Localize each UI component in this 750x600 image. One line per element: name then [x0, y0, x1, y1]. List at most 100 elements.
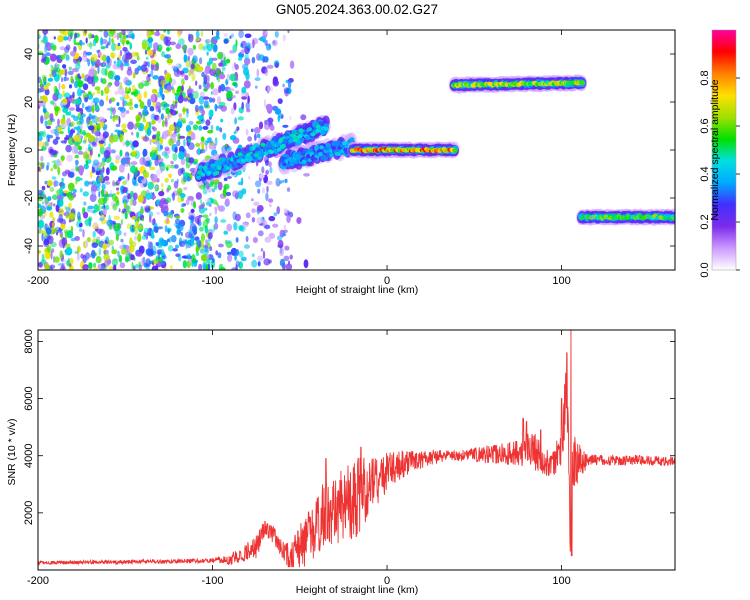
noise-cell	[303, 259, 309, 269]
ridge-cell	[281, 143, 286, 149]
noise-cell	[132, 225, 136, 230]
noise-cell	[251, 253, 255, 258]
colorbar: 0.00.20.40.60.8 Normalized spectral ampl…	[699, 29, 740, 278]
noise-cell	[273, 212, 278, 217]
noise-cell	[88, 143, 91, 151]
noise-cell	[125, 256, 129, 263]
noise-cell	[184, 74, 189, 81]
noise-cell	[68, 182, 75, 192]
noise-cell	[60, 234, 63, 238]
noise-cell	[246, 42, 251, 48]
noise-cell	[268, 215, 276, 222]
noise-cell	[83, 208, 86, 212]
noise-cell	[97, 197, 105, 205]
noise-cell	[63, 229, 69, 235]
noise-cell	[68, 129, 73, 139]
noise-cell	[64, 169, 70, 174]
noise-cell	[76, 154, 79, 158]
noise-cell	[156, 168, 161, 177]
noise-cell	[47, 203, 52, 207]
noise-cell	[92, 98, 95, 104]
noise-cell	[277, 114, 280, 123]
ridge-cell	[299, 137, 305, 142]
noise-cell	[168, 173, 172, 178]
noise-cell	[182, 108, 186, 113]
noise-cell	[165, 164, 172, 169]
noise-cell	[146, 128, 152, 137]
noise-cell	[63, 52, 67, 56]
noise-cell	[70, 75, 74, 84]
noise-cell	[84, 97, 89, 103]
noise-cell	[251, 217, 256, 223]
noise-cell	[138, 99, 142, 103]
noise-cell	[88, 135, 95, 142]
noise-cell	[181, 85, 184, 92]
noise-cell	[106, 83, 112, 88]
noise-cell	[269, 203, 272, 208]
noise-cell	[79, 128, 83, 135]
noise-cell	[172, 152, 178, 161]
noise-cell	[88, 125, 95, 131]
noise-cell	[226, 90, 233, 99]
noise-cell	[151, 119, 156, 125]
noise-cell	[245, 221, 249, 226]
noise-cell	[204, 207, 208, 212]
noise-cell	[281, 115, 284, 119]
noise-cell	[234, 117, 238, 125]
noise-cell	[114, 90, 119, 96]
noise-cell	[89, 120, 93, 126]
noise-cell	[59, 69, 66, 75]
noise-cell	[153, 226, 159, 233]
noise-cell	[145, 192, 152, 200]
noise-cell	[198, 263, 203, 270]
noise-cell	[243, 80, 251, 89]
noise-cell	[123, 201, 127, 210]
noise-cell	[188, 233, 195, 239]
noise-cell	[208, 97, 213, 103]
noise-cell	[126, 102, 133, 107]
spectrogram-x-axis-label: Height of straight line (km)	[296, 284, 419, 296]
noise-cell	[56, 64, 60, 68]
noise-cell	[265, 103, 273, 111]
noise-cell	[123, 232, 127, 237]
noise-cell	[103, 150, 111, 159]
noise-cell	[58, 130, 64, 135]
noise-cell	[120, 248, 127, 255]
noise-cell	[61, 237, 68, 246]
noise-cell	[54, 256, 60, 263]
noise-cell	[151, 88, 158, 94]
noise-cell	[40, 79, 43, 88]
noise-cell	[176, 42, 180, 49]
noise-cell	[169, 41, 176, 46]
noise-cell	[67, 125, 70, 135]
noise-cell	[259, 36, 267, 42]
noise-cell	[234, 213, 241, 222]
noise-cell	[61, 177, 64, 183]
noise-cell	[303, 173, 310, 177]
noise-cell	[106, 167, 110, 176]
noise-cell	[97, 263, 104, 270]
noise-cell	[104, 239, 107, 244]
noise-cell	[50, 250, 53, 260]
noise-cell	[191, 73, 196, 82]
noise-cell	[67, 30, 74, 37]
noise-cell	[100, 46, 106, 50]
noise-cell	[283, 87, 290, 94]
noise-cell	[102, 62, 105, 67]
noise-cell	[251, 259, 258, 268]
noise-cell	[65, 135, 70, 140]
noise-cell	[148, 211, 154, 218]
noise-cell	[151, 229, 154, 236]
noise-cell	[93, 97, 100, 104]
noise-cell	[211, 62, 217, 72]
noise-cell	[229, 50, 235, 54]
noise-cell	[66, 154, 73, 162]
noise-cell	[68, 84, 73, 89]
noise-cell	[167, 228, 170, 234]
noise-cell	[245, 101, 250, 110]
noise-cell	[245, 235, 249, 243]
noise-cell	[179, 240, 186, 248]
noise-cell	[41, 53, 47, 61]
noise-cell	[164, 154, 170, 159]
noise-cell	[135, 122, 140, 128]
